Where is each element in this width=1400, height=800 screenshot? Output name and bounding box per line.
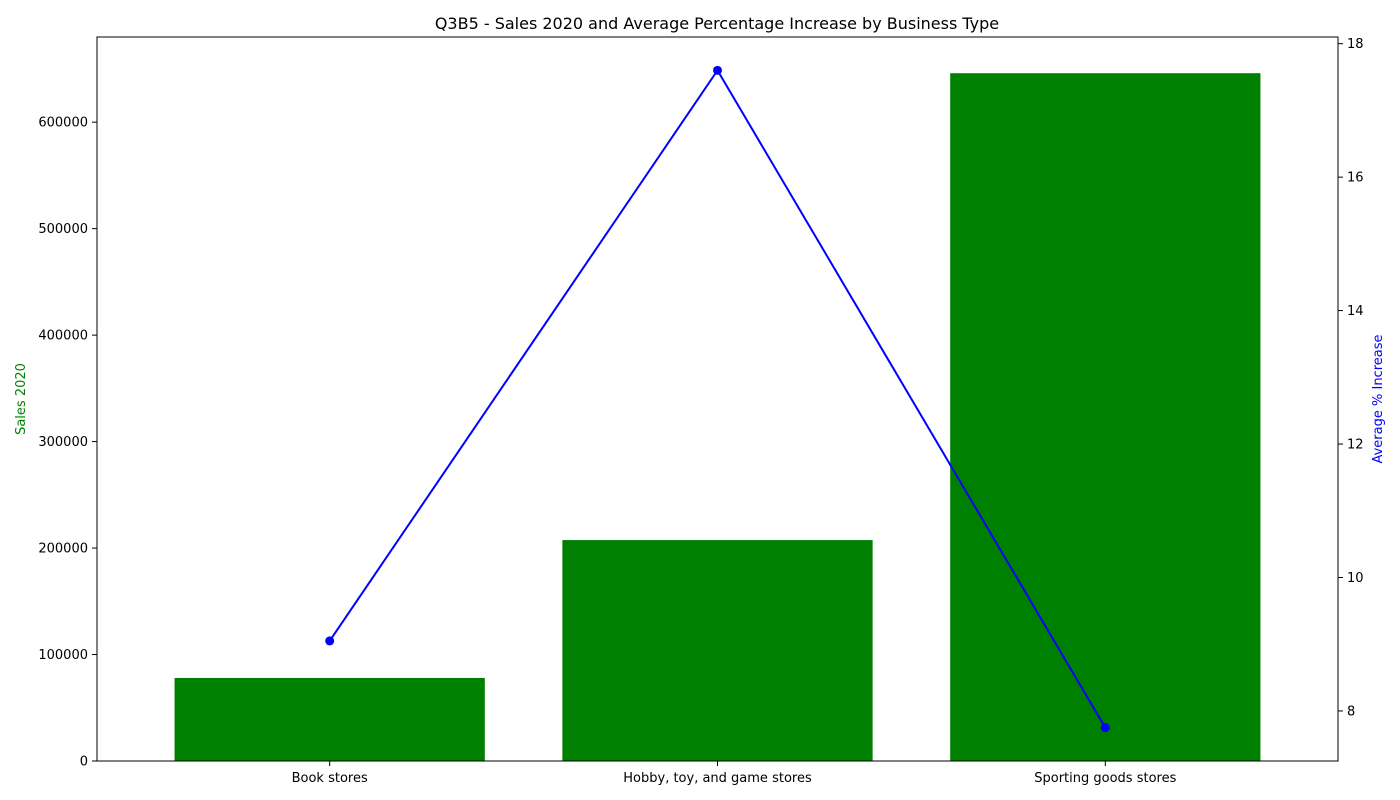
y-left-axis-label: Sales 2020 (14, 363, 29, 435)
x-tick-label-1: Hobby, toy, and game stores (623, 771, 812, 786)
y-right-tick-label-5: 18 (1347, 37, 1364, 52)
y-left-tick-label-2: 200000 (38, 542, 88, 557)
y-left-tick-label-4: 400000 (38, 329, 88, 344)
y-left-tick-label-0: 0 (80, 755, 88, 770)
x-tick-label-2: Sporting goods stores (1034, 771, 1176, 786)
y-right-tick-label-1: 10 (1347, 571, 1364, 586)
y-right-tick-label-3: 14 (1347, 304, 1364, 319)
y-left-tick-label-3: 300000 (38, 435, 88, 450)
y-right-tick-label-4: 16 (1347, 171, 1364, 186)
bar-2 (950, 73, 1261, 761)
axes-layer: 0 100000 200000 300000 400000 500000 600000 8 10… (38, 36, 1364, 786)
x-tick-label-0: Book stores (292, 771, 368, 786)
line-layer (325, 65, 1110, 733)
y-right-tick-label-0: 8 (1347, 704, 1355, 719)
line-point-1 (713, 65, 722, 75)
bar-0 (174, 677, 485, 761)
y-right-axis-label: Average % Increase (1371, 334, 1386, 463)
line-point-0 (325, 636, 335, 646)
y-right-tick-label-2: 12 (1347, 438, 1364, 453)
bar-1 (562, 540, 873, 761)
y-left-tick-label-1: 100000 (38, 648, 88, 663)
bars-layer (174, 73, 1261, 761)
y-left-tick-label-6: 600000 (38, 116, 88, 131)
line-point-2 (1100, 723, 1110, 733)
y-left-tick-label-5: 500000 (38, 222, 88, 237)
chart-title: Q3B5 - Sales 2020 and Average Percentage… (435, 14, 999, 33)
